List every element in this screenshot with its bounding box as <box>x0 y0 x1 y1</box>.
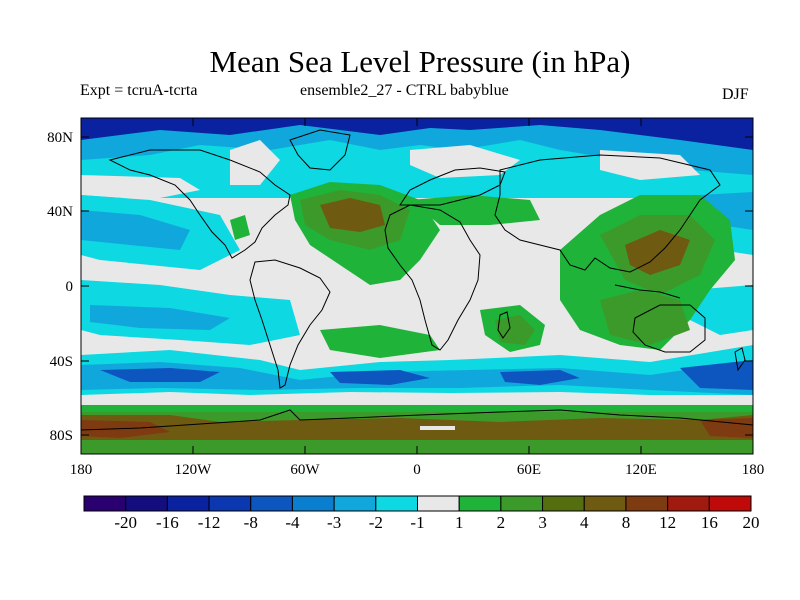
colorbar-label: 1 <box>455 513 464 532</box>
colorbar-label: 8 <box>622 513 631 532</box>
colorbar-swatch <box>333 495 377 512</box>
coastline-antarctica <box>81 409 753 431</box>
coastline-north-america <box>108 149 291 259</box>
colorbar-swatch <box>208 495 252 512</box>
x-tick-120e: 120E <box>625 462 657 478</box>
coastline-new-zealand <box>734 347 746 372</box>
y-tick-40s: 40S <box>50 354 73 370</box>
coastline-madagascar <box>497 311 511 339</box>
colorbar-label: 2 <box>497 513 506 532</box>
y-tick-80s: 80S <box>50 428 73 444</box>
page-title: Mean Sea Level Pressure (in hPa) <box>209 44 631 79</box>
coastline-europe <box>399 167 506 206</box>
y-tick-0: 0 <box>66 279 74 295</box>
colorbar-swatch <box>542 495 585 512</box>
colorbar-swatch <box>166 495 210 512</box>
colorbar-label: 12 <box>659 513 676 532</box>
coastline-australia <box>632 304 706 353</box>
coastline-africa <box>384 204 481 351</box>
x-tick-60w: 60W <box>290 462 320 478</box>
colorbar-swatch <box>458 495 502 512</box>
colorbar-swatch <box>708 495 752 512</box>
colorbar-label: -4 <box>285 513 300 532</box>
colorbar-labels: -20 -16 -12 -8 -4 -3 -2 -1 1 2 3 4 8 12 16 20 <box>114 513 759 532</box>
colorbar-swatch <box>125 495 168 512</box>
colorbar-label: 16 <box>701 513 718 532</box>
colorbar-swatch <box>500 495 544 512</box>
colorbar-swatch <box>583 495 627 512</box>
colorbar-label: 4 <box>580 513 589 532</box>
colorbar-label: 3 <box>538 513 547 532</box>
y-tick-labels: 80N 40N 0 40S 80S <box>47 130 73 444</box>
colorbar-label: -3 <box>327 513 341 532</box>
ensemble-label: ensemble2_27 - CTRL babyblue <box>300 82 509 99</box>
colorbar-label: 20 <box>743 513 760 532</box>
colorbar <box>83 495 752 512</box>
y-tick-80n: 80N <box>47 130 73 146</box>
coastlines <box>81 129 753 431</box>
x-tick-60e: 60E <box>517 462 541 478</box>
colorbar-swatch <box>291 495 335 512</box>
coastline-indonesia <box>614 284 681 299</box>
x-tick-180e: 180 <box>742 462 765 478</box>
colorbar-swatch <box>625 495 669 512</box>
colorbar-label: -2 <box>369 513 383 532</box>
colorbar-swatch <box>250 495 293 512</box>
colorbar-label: -8 <box>244 513 258 532</box>
y-tick-40n: 40N <box>47 204 73 220</box>
coastline-south-america <box>249 259 331 389</box>
x-ticks <box>192 118 642 454</box>
y-ticks <box>81 136 753 436</box>
colorbar-label: -1 <box>410 513 424 532</box>
x-tick-120w: 120W <box>175 462 213 478</box>
colorbar-label: -20 <box>114 513 137 532</box>
colorbar-swatch <box>417 495 460 512</box>
x-tick-labels: 180 120W 60W 0 60E 120E 180 <box>70 462 765 478</box>
colorbar-swatch <box>375 495 418 512</box>
colorbar-label: -16 <box>156 513 179 532</box>
experiment-label: Expt = tcruA-tcrta <box>80 82 198 99</box>
x-tick-0: 0 <box>413 462 421 478</box>
pressure-field <box>81 118 753 454</box>
colorbar-swatch <box>667 495 710 512</box>
colorbar-label: -12 <box>198 513 221 532</box>
season-label: DJF <box>722 86 749 103</box>
coastline-asia <box>494 154 721 273</box>
coastline-greenland <box>289 129 351 171</box>
x-tick-180w: 180 <box>70 462 93 478</box>
colorbar-swatch <box>83 495 127 512</box>
